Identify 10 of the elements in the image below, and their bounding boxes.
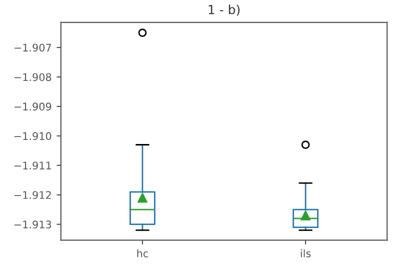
- y-tick-label: −1.910: [14, 132, 52, 140]
- x-tick-label: ils: [300, 249, 311, 258]
- y-tick-label: −1.912: [14, 191, 51, 199]
- y-tick-label: −1.907: [14, 44, 51, 52]
- x-tick-label: hc: [137, 249, 148, 258]
- y-tick-label: −1.911: [14, 162, 51, 170]
- y-tick-label: −1.913: [14, 220, 52, 228]
- y-tick-label: −1.909: [14, 102, 52, 111]
- y-tick-label: −1.908: [14, 73, 52, 82]
- chart-title: 1 - b): [208, 4, 240, 16]
